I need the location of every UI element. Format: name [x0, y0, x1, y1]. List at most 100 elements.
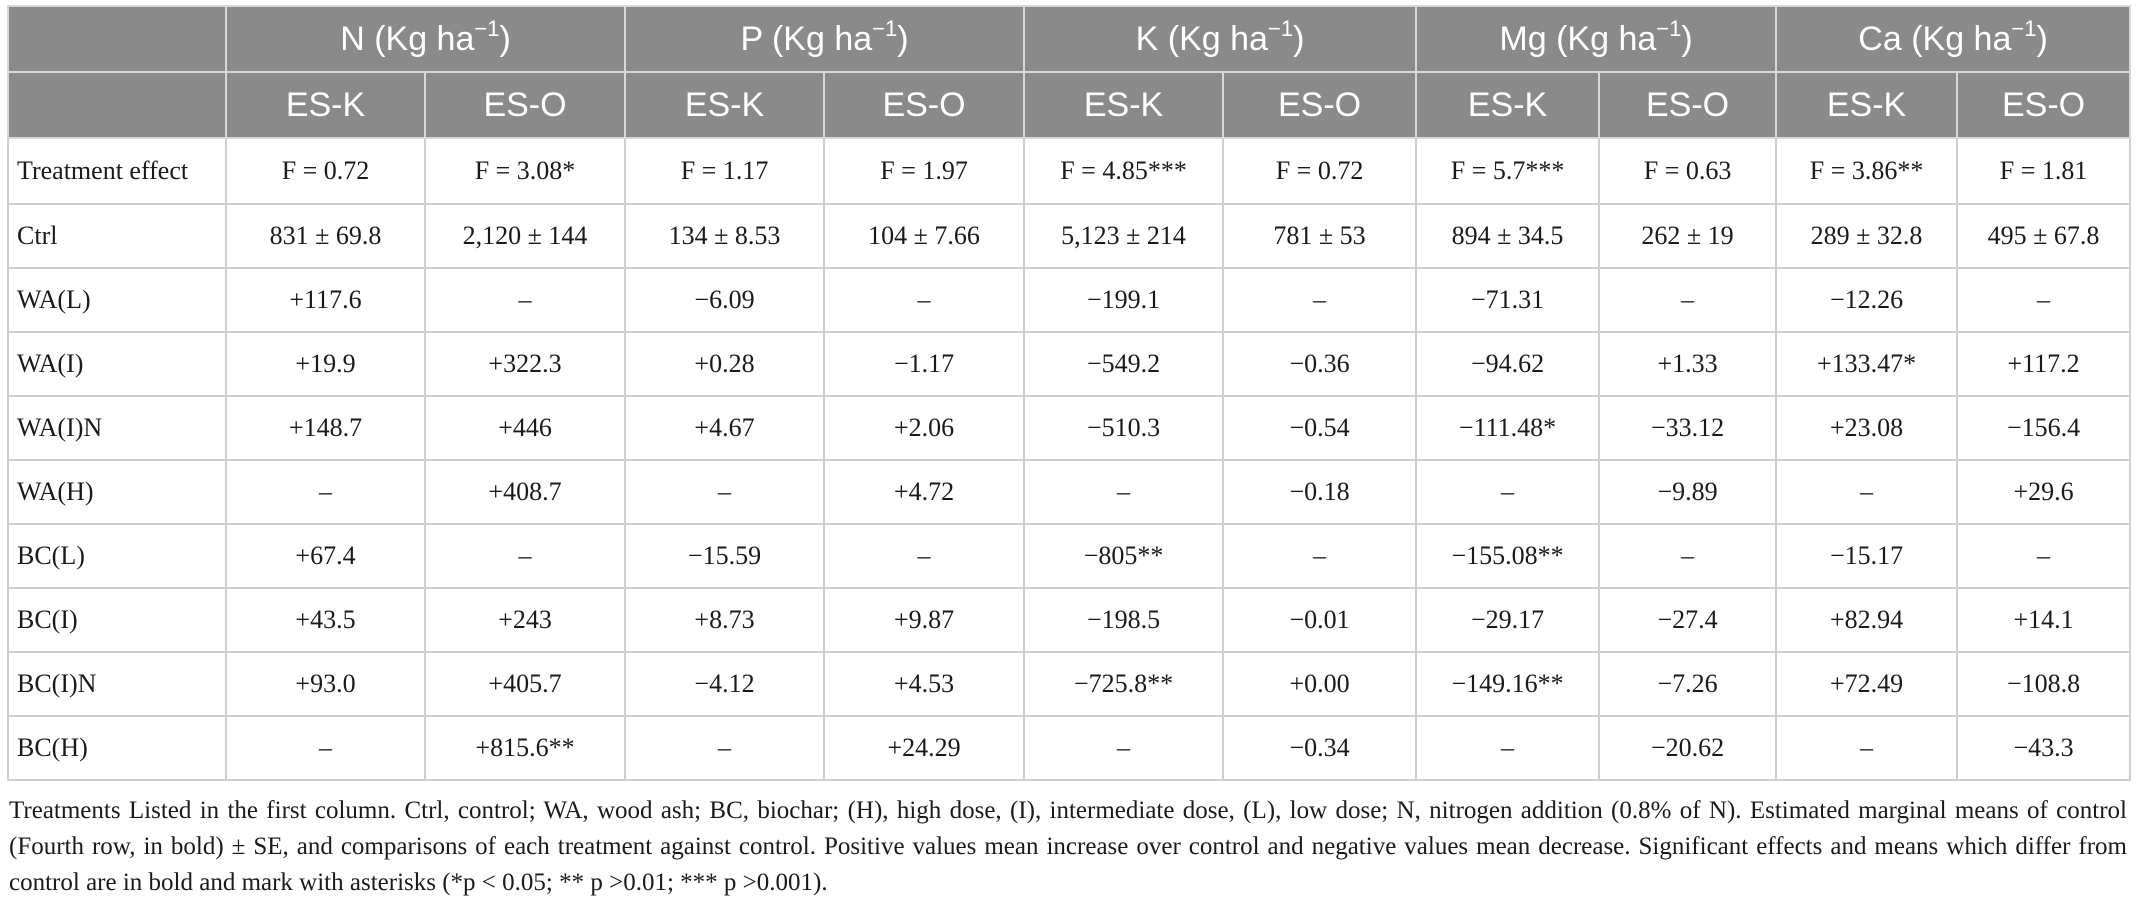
table-row: BC(H) – +815.6** – +24.29– −0.34– −20.62– −43.3	[7, 715, 2132, 781]
table-cell: +815.6**	[423, 715, 627, 781]
results-table-container: N (Kg ha−1) P (Kg ha−1) K (Kg ha−1) Mg (…	[7, 5, 2132, 781]
site-header-cell: ES-O	[823, 71, 1026, 139]
table-cell: –	[1956, 267, 2132, 333]
table-cell: +14.1	[1956, 587, 2132, 653]
table-cell: F = 1.17	[624, 137, 826, 205]
table-footnote: Treatments Listed in the first column. C…	[9, 797, 2127, 896]
table-cell: +43.5	[225, 587, 426, 653]
nutrient-close-paren: )	[897, 19, 909, 58]
table-cell: −0.01	[1222, 587, 1418, 653]
table-cell: +29.6	[1956, 459, 2132, 525]
table-cell: +0.00	[1222, 651, 1418, 717]
table-cell: +1.33	[1598, 331, 1778, 397]
table-cell: –	[1415, 459, 1601, 525]
table-cell: F = 1.97	[823, 137, 1026, 205]
nutrient-name: Ca (Kg ha	[1858, 19, 2012, 58]
table-cell: +148.7	[225, 395, 426, 461]
table-body: Treatment effect F = 0.72 F = 3.08* F = 1.1…	[7, 137, 2132, 781]
table-cell: 894 ± 34.5	[1415, 203, 1601, 269]
table-cell: F = 5.7***	[1415, 137, 1601, 205]
table-cell: −805**	[1023, 523, 1225, 589]
table-cell: 2,120 ± 144	[423, 203, 627, 269]
table-cell: –	[423, 523, 627, 589]
nutrient-name: P (Kg ha	[740, 19, 873, 58]
table-cell: 831 ± 69.8	[225, 203, 426, 269]
table-cell: F = 3.08*	[423, 137, 627, 205]
table-cell: +2.06	[823, 395, 1026, 461]
table-cell: −20.62	[1598, 715, 1778, 781]
table-cell: −15.17	[1775, 523, 1959, 589]
table-cell: −510.3	[1023, 395, 1225, 461]
table-cell: F = 3.86**	[1775, 137, 1959, 205]
table-cell: –	[1775, 715, 1959, 781]
site-header-cell: ES-K	[624, 71, 826, 139]
table-cell: −111.48*	[1415, 395, 1601, 461]
table-cell: +405.7	[423, 651, 627, 717]
nutrient-exponent: −1	[2011, 15, 2037, 41]
table-cell: +4.72	[823, 459, 1026, 525]
nutrient-close-paren: )	[2036, 19, 2048, 58]
table-row: WA(I)N +148.7 +446 +4.67 +2.06 −510.3 −0.54 −11…	[7, 395, 2132, 461]
table-cell: +4.53	[823, 651, 1026, 717]
site-header-row: ES-K ES-O ES-K ES-O ES-K ES-O ES-K ES-O …	[7, 71, 2132, 139]
site-header-cell: ES-O	[1598, 71, 1778, 139]
table-cell: −33.12	[1598, 395, 1778, 461]
table-cell: −29.17	[1415, 587, 1601, 653]
table-cell: +117.6	[225, 267, 426, 333]
table-row: Treatment effect F = 0.72 F = 3.08* F = 1.1…	[7, 137, 2132, 205]
nutrient-close-paren: )	[499, 19, 511, 58]
row-label: BC(I)	[7, 587, 227, 653]
nutrient-exponent: −1	[474, 15, 500, 41]
header-nutrient-mg: Mg (Kg ha−1)	[1415, 5, 1778, 73]
table-cell: 5,123 ± 214	[1023, 203, 1225, 269]
header-nutrient-n: N (Kg ha−1)	[224, 5, 627, 73]
table-row: BC(I) +43.5 +243 +8.73 +9.87 −198.5 −0.01 −29.1…	[7, 587, 2132, 653]
table-row: WA(L) +117.6– −6.09– −199.1– −71.31– −12.26–	[7, 267, 2132, 333]
results-table: N (Kg ha−1) P (Kg ha−1) K (Kg ha−1) Mg (…	[7, 5, 2132, 781]
header-corner-cell	[7, 71, 227, 139]
header-corner-cell	[7, 5, 227, 73]
table-header: N (Kg ha−1) P (Kg ha−1) K (Kg ha−1) Mg (…	[7, 5, 2132, 139]
table-cell: −156.4	[1956, 395, 2132, 461]
nutrient-name: K (Kg ha	[1135, 19, 1268, 58]
table-cell: 262 ± 19	[1598, 203, 1778, 269]
table-cell: 134 ± 8.53	[624, 203, 826, 269]
table-cell: −199.1	[1023, 267, 1225, 333]
row-label: WA(I)N	[7, 395, 227, 461]
row-label: WA(H)	[7, 459, 227, 525]
table-cell: −149.16**	[1415, 651, 1601, 717]
table-cell: +24.29	[823, 715, 1026, 781]
table-cell: –	[624, 715, 826, 781]
table-cell: +19.9	[225, 331, 426, 397]
row-label: WA(L)	[7, 267, 227, 333]
table-cell: +72.49	[1775, 651, 1959, 717]
table-cell: F = 4.85***	[1023, 137, 1225, 205]
table-cell: +117.2	[1956, 331, 2132, 397]
site-header-cell: ES-K	[1023, 71, 1225, 139]
table-cell: –	[1775, 459, 1959, 525]
table-cell: −0.34	[1222, 715, 1418, 781]
table-cell: −4.12	[624, 651, 826, 717]
table-cell: +243	[423, 587, 627, 653]
table-cell: 495 ± 67.8	[1956, 203, 2132, 269]
nutrient-header-row: N (Kg ha−1) P (Kg ha−1) K (Kg ha−1) Mg (…	[7, 5, 2132, 73]
nutrient-exponent: −1	[872, 15, 898, 41]
table-cell: +23.08	[1775, 395, 1959, 461]
nutrient-exponent: −1	[1656, 15, 1682, 41]
table-cell: 289 ± 32.8	[1775, 203, 1959, 269]
row-label: Ctrl	[7, 203, 227, 269]
table-cell: –	[823, 267, 1026, 333]
table-cell: 781 ± 53	[1222, 203, 1418, 269]
table-cell: –	[1023, 459, 1225, 525]
table-cell: −15.59	[624, 523, 826, 589]
table-cell: −27.4	[1598, 587, 1778, 653]
table-cell: –	[624, 459, 826, 525]
table-cell: –	[823, 523, 1026, 589]
nutrient-name: Mg (Kg ha	[1499, 19, 1657, 58]
table-cell: –	[1222, 267, 1418, 333]
table-row: BC(L) +67.4– −15.59– −805** – −155.08** – −15.1…	[7, 523, 2132, 589]
table-cell: −0.54	[1222, 395, 1418, 461]
table-row: BC(I)N +93.0 +405.7 −4.12 +4.53 −725.8** +0.00…	[7, 651, 2132, 717]
site-header-cell: ES-O	[1222, 71, 1418, 139]
table-cell: −1.17	[823, 331, 1026, 397]
